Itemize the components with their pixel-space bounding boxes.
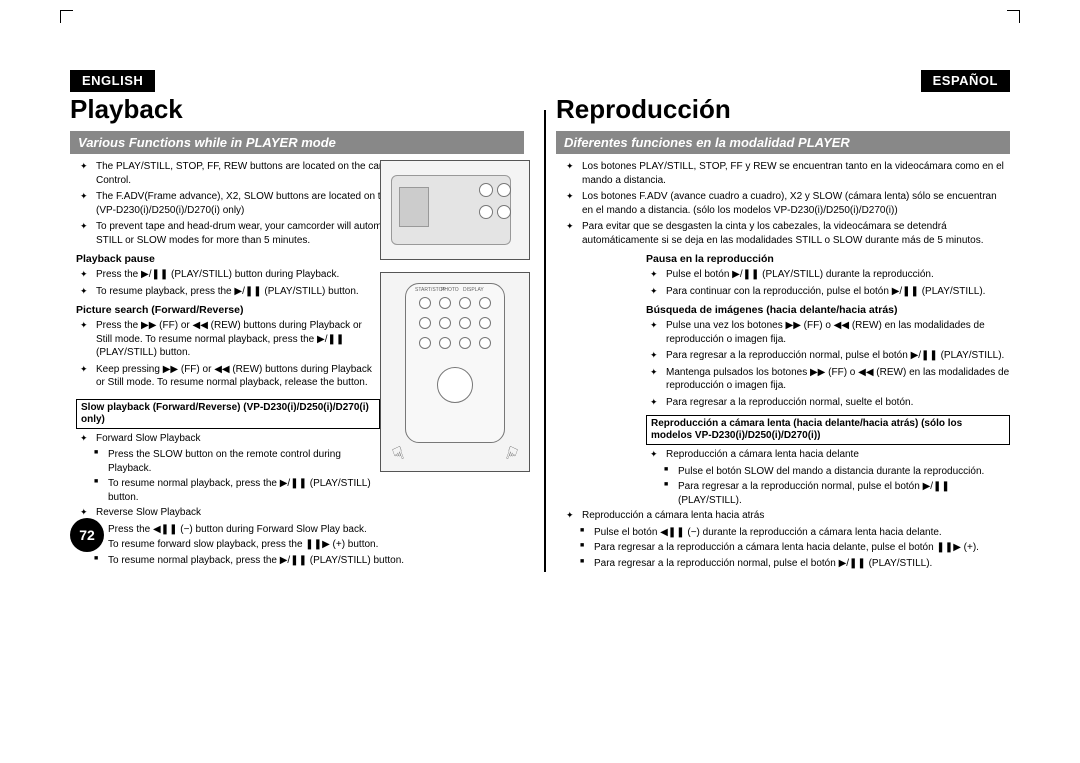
list-item: Keep pressing ▶▶ (FF) or ◀◀ (REW) button…: [84, 363, 380, 390]
list-item: Pulse una vez los botones ▶▶ (FF) o ◀◀ (…: [654, 319, 1010, 346]
slow-reverse-wrap: Reverse Slow Playback: [70, 506, 510, 520]
two-column-layout: ENGLISH Playback Various Functions while…: [60, 70, 1020, 572]
section-head-camara-lenta: Reproducción a cámara lenta (hacia delan…: [646, 415, 1010, 445]
slow-reverse-list: Press the ◀❚❚ (−) button during Forward …: [70, 523, 510, 568]
lenta-atras-wrap: Reproducción a cámara lenta hacia atrás: [556, 509, 1010, 523]
list-item: To resume forward slow playback, press t…: [96, 538, 510, 552]
slow-reverse-label: Reverse Slow Playback: [84, 506, 510, 520]
left-narrow-text: Playback pause Press the ▶/❚❚ (PLAY/STIL…: [70, 253, 380, 504]
slow-forward-wrap: Forward Slow Playback: [70, 432, 380, 446]
camcorder-figure: [380, 160, 530, 260]
picture-search-list: Press the ▶▶ (FF) or ◀◀ (REW) buttons du…: [70, 319, 380, 390]
list-item: To resume normal playback, press the ▶/❚…: [96, 477, 380, 504]
list-item: Para regresar a la reproducción normal, …: [666, 480, 1010, 507]
list-item: Press the ▶/❚❚ (PLAY/STILL) button durin…: [84, 268, 380, 282]
list-item: To resume normal playback, press the ▶/❚…: [96, 554, 510, 568]
intro-item: Los botones F.ADV (avance cuadro a cuadr…: [570, 190, 1010, 217]
list-item: Press the SLOW button on the remote cont…: [96, 448, 380, 475]
remote-sketch: START/STOP PHOTO DISPLAY ☟ ☟: [385, 277, 525, 467]
lang-pill-spanish: ESPAÑOL: [921, 70, 1010, 92]
subtitle-right: Diferentes funciones en la modalidad PLA…: [556, 131, 1010, 154]
list-item: Para regresar a la reproducción normal, …: [654, 396, 1010, 410]
section-head-picture-search: Picture search (Forward/Reverse): [76, 304, 380, 316]
section-head-slow-playback: Slow playback (Forward/Reverse) (VP-D230…: [76, 399, 380, 429]
list-item: Mantenga pulsados los botones ▶▶ (FF) o …: [654, 366, 1010, 393]
title-left: Playback: [70, 94, 524, 125]
subtitle-left: Various Functions while in PLAYER mode: [70, 131, 524, 154]
list-item: Pulse el botón ◀❚❚ (−) durante la reprod…: [582, 526, 1010, 540]
lenta-delante-list: Pulse el botón SLOW del mando a distanci…: [640, 465, 1010, 508]
lenta-atras-label: Reproducción a cámara lenta hacia atrás: [570, 509, 1010, 523]
list-item: Pulse el botón ▶/❚❚ (PLAY/STILL) durante…: [654, 268, 1010, 282]
list-item: Para regresar a la reproducción normal, …: [654, 349, 1010, 363]
remote-figure: START/STOP PHOTO DISPLAY ☟ ☟: [380, 272, 530, 472]
lenta-delante-wrap: Reproducción a cámara lenta hacia delant…: [640, 448, 1010, 462]
camcorder-sketch: [385, 165, 525, 255]
right-indented-block: Pausa en la reproducción Pulse el botón …: [556, 253, 1010, 507]
hand-icon: ☟: [503, 443, 520, 466]
hand-icon: ☟: [390, 443, 407, 466]
intro-list-right: Los botones PLAY/STILL, STOP, FF y REW s…: [556, 160, 1010, 247]
lang-row-left: ENGLISH: [70, 70, 524, 92]
lang-pill-english: ENGLISH: [70, 70, 155, 92]
list-item: Pulse el botón SLOW del mando a distanci…: [666, 465, 1010, 479]
lenta-delante-label: Reproducción a cámara lenta hacia delant…: [654, 448, 1010, 462]
crop-marks: [60, 10, 1020, 20]
title-right: Reproducción: [556, 94, 1010, 125]
list-item: Para regresar a la reproducción normal, …: [582, 557, 1010, 571]
list-item: Para regresar a la reproducción a cámara…: [582, 541, 1010, 555]
lenta-atras-list: Pulse el botón ◀❚❚ (−) durante la reprod…: [556, 526, 1010, 571]
intro-item: Para evitar que se desgasten la cinta y …: [570, 220, 1010, 247]
list-item: Press the ◀❚❚ (−) button during Forward …: [96, 523, 510, 537]
list-item: Para continuar con la reproducción, puls…: [654, 285, 1010, 299]
page-number-badge: 72: [70, 518, 104, 552]
playback-pause-list: Press the ▶/❚❚ (PLAY/STILL) button durin…: [70, 268, 380, 298]
pausa-list: Pulse el botón ▶/❚❚ (PLAY/STILL) durante…: [640, 268, 1010, 298]
remote-label: DISPLAY: [463, 287, 484, 293]
manual-page: ENGLISH Playback Various Functions while…: [0, 0, 1080, 763]
slow-forward-list: Press the SLOW button on the remote cont…: [70, 448, 380, 504]
list-item: To resume playback, press the ▶/❚❚ (PLAY…: [84, 285, 380, 299]
intro-item: Los botones PLAY/STILL, STOP, FF y REW s…: [570, 160, 1010, 187]
section-head-pausa: Pausa en la reproducción: [646, 253, 1010, 265]
device-figures: START/STOP PHOTO DISPLAY ☟ ☟: [380, 160, 530, 484]
right-column: ESPAÑOL Reproducción Diferentes funcione…: [556, 70, 1020, 572]
section-head-busqueda: Búsqueda de imágenes (hacia delante/haci…: [646, 304, 1010, 316]
column-divider: [544, 110, 546, 572]
busqueda-list: Pulse una vez los botones ▶▶ (FF) o ◀◀ (…: [640, 319, 1010, 409]
slow-forward-label: Forward Slow Playback: [84, 432, 380, 446]
remote-label: PHOTO: [441, 287, 459, 293]
list-item: Press the ▶▶ (FF) or ◀◀ (REW) buttons du…: [84, 319, 380, 360]
left-column: ENGLISH Playback Various Functions while…: [60, 70, 534, 572]
section-head-playback-pause: Playback pause: [76, 253, 380, 265]
lang-row-right: ESPAÑOL: [556, 70, 1010, 92]
